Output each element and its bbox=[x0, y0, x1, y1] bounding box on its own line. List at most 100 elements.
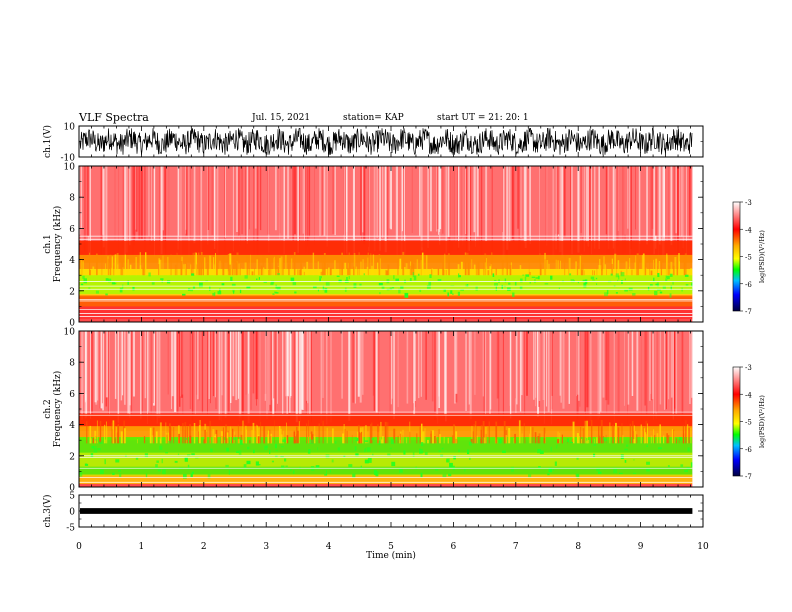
psd-speckle bbox=[185, 437, 187, 440]
psd-spike bbox=[523, 423, 525, 444]
psd-spike bbox=[82, 261, 84, 276]
psd-spike bbox=[158, 264, 160, 276]
psd-spike bbox=[106, 428, 108, 444]
psd-spike bbox=[583, 270, 585, 276]
psd-spike bbox=[270, 436, 272, 444]
psd-spike bbox=[546, 260, 549, 276]
psd-spike bbox=[386, 270, 388, 276]
psd-spike bbox=[215, 429, 218, 444]
psd-spike bbox=[650, 435, 653, 444]
psd-speckle bbox=[93, 446, 97, 448]
psd-spike bbox=[594, 438, 596, 444]
psd-speckle bbox=[82, 275, 85, 279]
psd-speckle bbox=[221, 283, 225, 286]
psd-streak bbox=[607, 166, 610, 249]
psd-speckle bbox=[624, 448, 628, 451]
psd-spike bbox=[306, 423, 308, 444]
psd-speckle bbox=[280, 455, 284, 458]
psd-speckle bbox=[308, 449, 311, 454]
psd-streak bbox=[584, 331, 586, 413]
psd-speckle bbox=[508, 282, 511, 285]
psd-spike bbox=[204, 429, 206, 444]
psd-spike bbox=[485, 426, 487, 444]
psd-speckle bbox=[590, 276, 595, 280]
psd-speckle bbox=[447, 292, 450, 297]
psd-speckle bbox=[413, 275, 417, 281]
psd-speckle bbox=[111, 282, 115, 285]
psd-spike bbox=[227, 271, 229, 276]
psd-streak bbox=[300, 331, 301, 423]
psd-band bbox=[79, 474, 693, 484]
psd-speckle bbox=[352, 473, 356, 478]
psd-spike bbox=[644, 432, 647, 444]
psd-streak bbox=[164, 166, 166, 249]
psd-streak bbox=[461, 166, 463, 238]
psd-streak bbox=[323, 166, 326, 236]
psd-speckle bbox=[112, 472, 115, 475]
psd-speckle bbox=[475, 286, 478, 291]
psd-streak bbox=[442, 166, 444, 234]
psd-streak bbox=[239, 331, 241, 418]
psd-spike bbox=[149, 427, 152, 444]
psd-streak bbox=[249, 166, 250, 230]
psd-streak bbox=[372, 331, 374, 396]
psd-streak bbox=[135, 166, 138, 232]
psd-streak bbox=[677, 166, 679, 255]
psd-spike bbox=[240, 434, 243, 444]
psd-spike bbox=[205, 430, 207, 444]
psd-spike bbox=[579, 255, 582, 276]
psd-band bbox=[79, 275, 693, 294]
psd-streak bbox=[171, 331, 172, 410]
psd-spike bbox=[296, 426, 298, 444]
psd-speckle bbox=[115, 459, 120, 463]
psd-spike bbox=[565, 271, 567, 276]
psd-streak bbox=[189, 166, 191, 239]
psd-streak bbox=[270, 331, 272, 418]
psd-spike bbox=[501, 260, 504, 276]
psd-spike bbox=[545, 433, 546, 444]
psd-streak bbox=[524, 331, 526, 418]
x-tick-label: 9 bbox=[638, 542, 644, 552]
psd-spike bbox=[431, 430, 434, 444]
psd-streak bbox=[89, 166, 91, 258]
psd-speckle bbox=[646, 461, 650, 465]
psd-spike bbox=[80, 258, 82, 276]
psd-streak bbox=[86, 166, 89, 236]
psd-spike bbox=[435, 436, 437, 444]
psd-spike bbox=[471, 259, 473, 276]
psd-streak bbox=[502, 166, 505, 260]
psd-streak bbox=[606, 331, 608, 414]
psd-spike bbox=[105, 263, 106, 276]
psd-speckle bbox=[512, 292, 515, 297]
x-tick-label: 10 bbox=[697, 542, 709, 552]
psd-streak bbox=[341, 331, 343, 399]
psd-spike bbox=[341, 252, 343, 276]
psd-speckle bbox=[449, 462, 453, 468]
psd-spike bbox=[266, 258, 268, 276]
psd-spike bbox=[397, 258, 399, 276]
psd-streak bbox=[650, 166, 652, 243]
psd-speckle bbox=[537, 275, 540, 280]
psd-spike bbox=[598, 437, 600, 444]
psd-streak bbox=[326, 166, 328, 247]
psd-speckle bbox=[281, 465, 285, 469]
psd-spike bbox=[421, 423, 423, 444]
psd-spike bbox=[443, 436, 445, 444]
psd-speckle bbox=[435, 469, 439, 471]
psd-streak bbox=[412, 331, 414, 411]
psd-spike bbox=[358, 424, 360, 444]
psd-streak bbox=[147, 331, 148, 424]
psd-spike bbox=[307, 420, 310, 444]
psd-spike bbox=[382, 436, 384, 444]
psd-spike bbox=[116, 253, 119, 276]
psd-spike bbox=[372, 254, 375, 276]
psd-speckle bbox=[317, 289, 319, 292]
psd-speckle bbox=[669, 273, 673, 277]
psd-speckle bbox=[272, 293, 275, 295]
psd-streak bbox=[650, 331, 653, 401]
psd-spike bbox=[557, 431, 559, 444]
psd-speckle bbox=[539, 450, 544, 454]
psd-streak bbox=[469, 331, 472, 420]
psd-spike bbox=[173, 427, 175, 444]
psd-streak bbox=[514, 331, 516, 399]
